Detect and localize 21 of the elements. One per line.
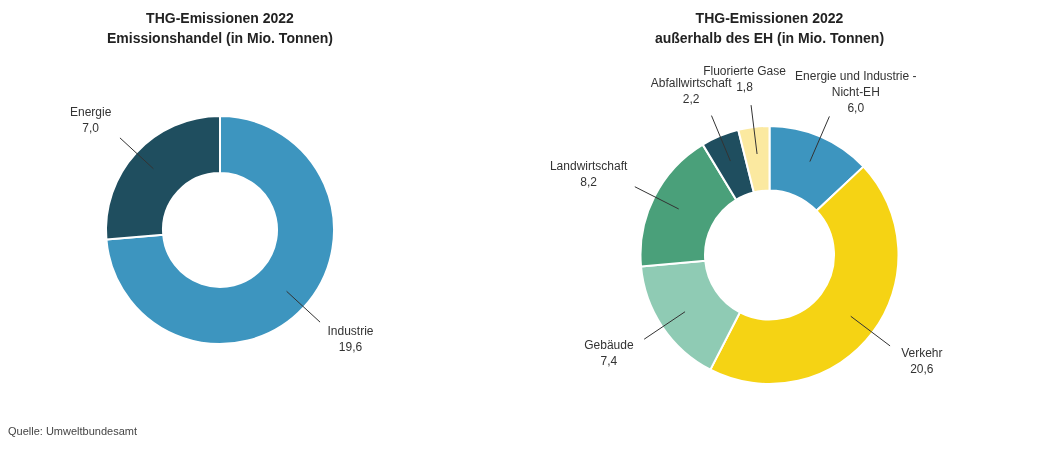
data-label: 20,6 (910, 361, 934, 376)
data-label: 1,8 (736, 79, 754, 94)
slice-label: Landwirtschaft (549, 159, 628, 174)
source-note: Quelle: Umweltbundesamt (8, 425, 138, 437)
data-label: 7,4 (600, 354, 618, 369)
slice-label: Energie (69, 104, 112, 119)
chart-subtitle: außerhalb des EH (in Mio. Tonnen) (653, 29, 886, 48)
data-label: 2,2 (682, 91, 700, 106)
data-label: 6,0 (847, 100, 865, 115)
slice-label: Fluorierte Gase (703, 63, 787, 78)
data-label: 19,6 (338, 340, 363, 355)
chart-subtitle: Emissionshandel (in Mio. Tonnen) (105, 29, 335, 48)
slice-label: Verkehr (901, 345, 943, 360)
chart-title: THG-Emissionen 2022 (694, 9, 845, 28)
data-label: 7,0 (82, 120, 100, 135)
slice-label: Abfallwirtschaft (650, 75, 733, 90)
slice-label: Energie und Industrie - Nicht-EH (795, 68, 917, 99)
slice-label: Industrie (327, 324, 374, 339)
data-label: 8,2 (580, 175, 598, 190)
slice-label: Gebäude (584, 338, 634, 353)
chart-title: THG-Emissionen 2022 (145, 9, 295, 28)
